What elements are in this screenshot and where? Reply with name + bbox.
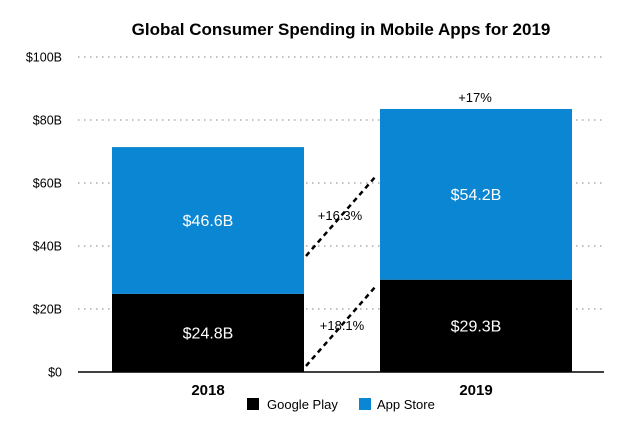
y-tick-label: $40B (33, 240, 62, 254)
y-tick-label: $100B (26, 51, 62, 65)
bar-app-store-2018 (112, 147, 304, 294)
legend-label-google-play: Google Play (267, 397, 338, 412)
legend: Google Play App Store (247, 397, 435, 412)
x-tick-label-2018: 2018 (191, 382, 224, 399)
data-label-google-play-2018: $24.8B (183, 325, 234, 342)
data-label-app-store-2018: $46.6B (183, 213, 234, 230)
chart-title: Global Consumer Spending in Mobile Apps … (132, 20, 551, 39)
legend-label-app-store: App Store (377, 397, 435, 412)
legend-swatch-google-play (247, 398, 259, 410)
y-axis-ticks: $0 $20B $40B $60B $80B $100B (26, 51, 62, 380)
legend-swatch-app-store (359, 398, 371, 410)
bar-app-store-2019 (380, 108, 572, 280)
y-tick-label: $80B (33, 114, 62, 128)
google-play-growth-label: +18.1% (320, 318, 365, 333)
bar-google-play-2018 (112, 293, 304, 372)
total-growth-label: +17% (458, 90, 492, 105)
x-tick-label-2019: 2019 (459, 382, 492, 399)
data-label-app-store-2019: $54.2B (451, 187, 502, 204)
data-label-google-play-2019: $29.3B (451, 318, 502, 335)
app-store-growth-label: +16.3% (318, 208, 363, 223)
x-axis-ticks: 2018 2019 (191, 382, 492, 399)
bar-google-play-2019 (380, 279, 572, 372)
bars: $24.8B $46.6B $29.3B $54.2B (112, 108, 572, 372)
y-tick-label: $0 (48, 366, 62, 380)
y-tick-label: $20B (33, 303, 62, 317)
y-tick-label: $60B (33, 177, 62, 191)
